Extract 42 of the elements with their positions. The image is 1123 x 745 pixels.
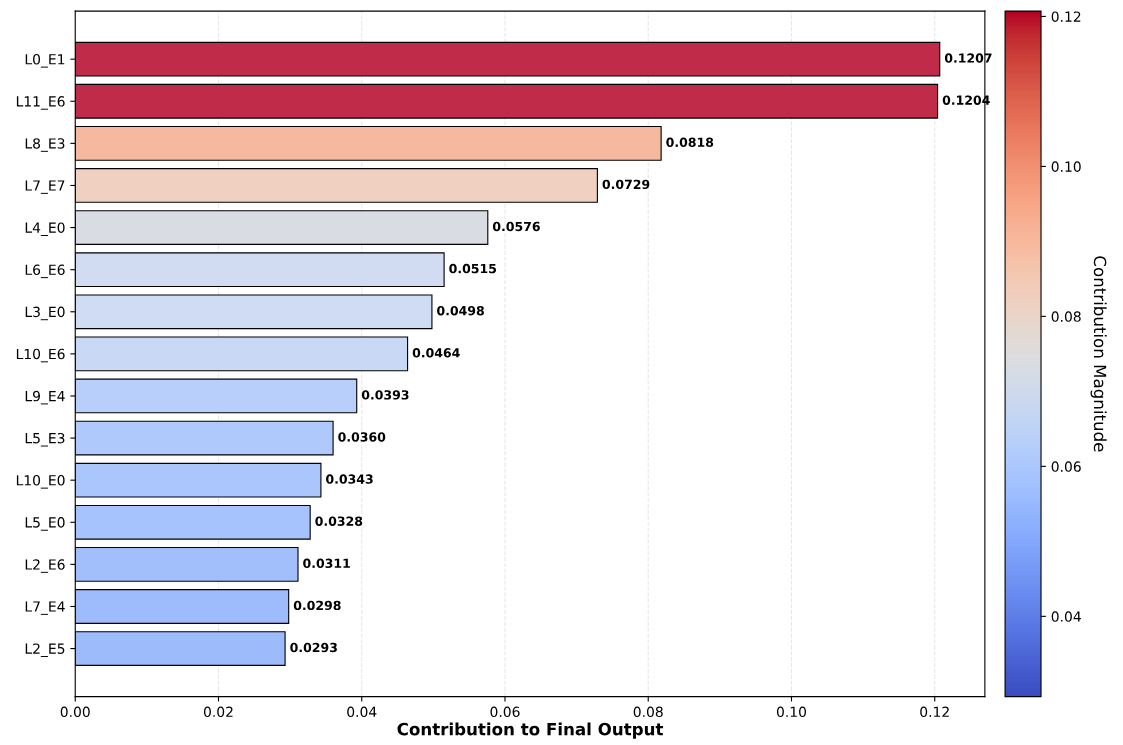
color-bar-label: 0.08 <box>1051 311 1081 322</box>
data-label: 0.0515 <box>449 263 497 274</box>
x-tick-label: 0.00 <box>60 706 90 718</box>
color-bar-label: 0.12 <box>1051 11 1081 22</box>
x-tick-label: 0.04 <box>347 706 377 718</box>
data-label: 0.0343 <box>326 474 373 484</box>
y-tick-label: L10_E6 <box>16 348 65 363</box>
data-label: 0.0298 <box>293 600 341 611</box>
y-tick-label: L10_E0 <box>16 475 65 489</box>
y-tick-label: L2_E6 <box>25 559 65 573</box>
x-tick-label: 0.12 <box>920 706 949 718</box>
data-label: 0.0393 <box>361 390 409 400</box>
y-tick-label: L8_E3 <box>25 138 65 152</box>
x-tick-label: 0.02 <box>203 706 233 718</box>
y-tick-label: L5_E3 <box>25 432 65 447</box>
data-label: 0.0328 <box>315 516 363 526</box>
color-bar-label: 0.10 <box>1051 161 1081 172</box>
x-tick-label: 0.08 <box>633 706 663 718</box>
data-label: 0.0464 <box>412 348 460 358</box>
data-label: 0.0311 <box>303 558 350 569</box>
data-label: 0.0729 <box>602 179 650 190</box>
x-tick-label: 0.06 <box>490 706 520 718</box>
color-bar-label: 0.06 <box>1051 461 1081 472</box>
x-tick-label: 0.10 <box>776 706 807 718</box>
data-label: 0.0576 <box>492 221 540 232</box>
y-tick-label: L7_E7 <box>25 180 65 194</box>
data-label: 0.0293 <box>290 642 337 653</box>
y-tick-label: L9_E4 <box>25 390 65 405</box>
y-tick-label: L0_E1 <box>25 54 65 68</box>
y-tick-label: L2_E5 <box>25 643 65 658</box>
data-label: 0.0498 <box>437 305 484 316</box>
data-label: 0.0360 <box>338 432 386 442</box>
y-tick-label: L5_E0 <box>25 517 65 531</box>
color-bar-label: 0.04 <box>1051 611 1081 622</box>
data-label: 0.0818 <box>666 137 714 147</box>
y-tick-label: L11_E6 <box>16 96 65 110</box>
x-axis-title: Contribution to Final Output <box>397 722 664 739</box>
color-bar-title: Contribution Magnitude <box>1090 256 1107 452</box>
y-tick-label: L4_E0 <box>25 222 65 236</box>
y-tick-label: L7_E4 <box>25 601 65 615</box>
y-tick-label: L3_E0 <box>25 306 65 321</box>
y-tick-label: L6_E6 <box>25 264 65 279</box>
